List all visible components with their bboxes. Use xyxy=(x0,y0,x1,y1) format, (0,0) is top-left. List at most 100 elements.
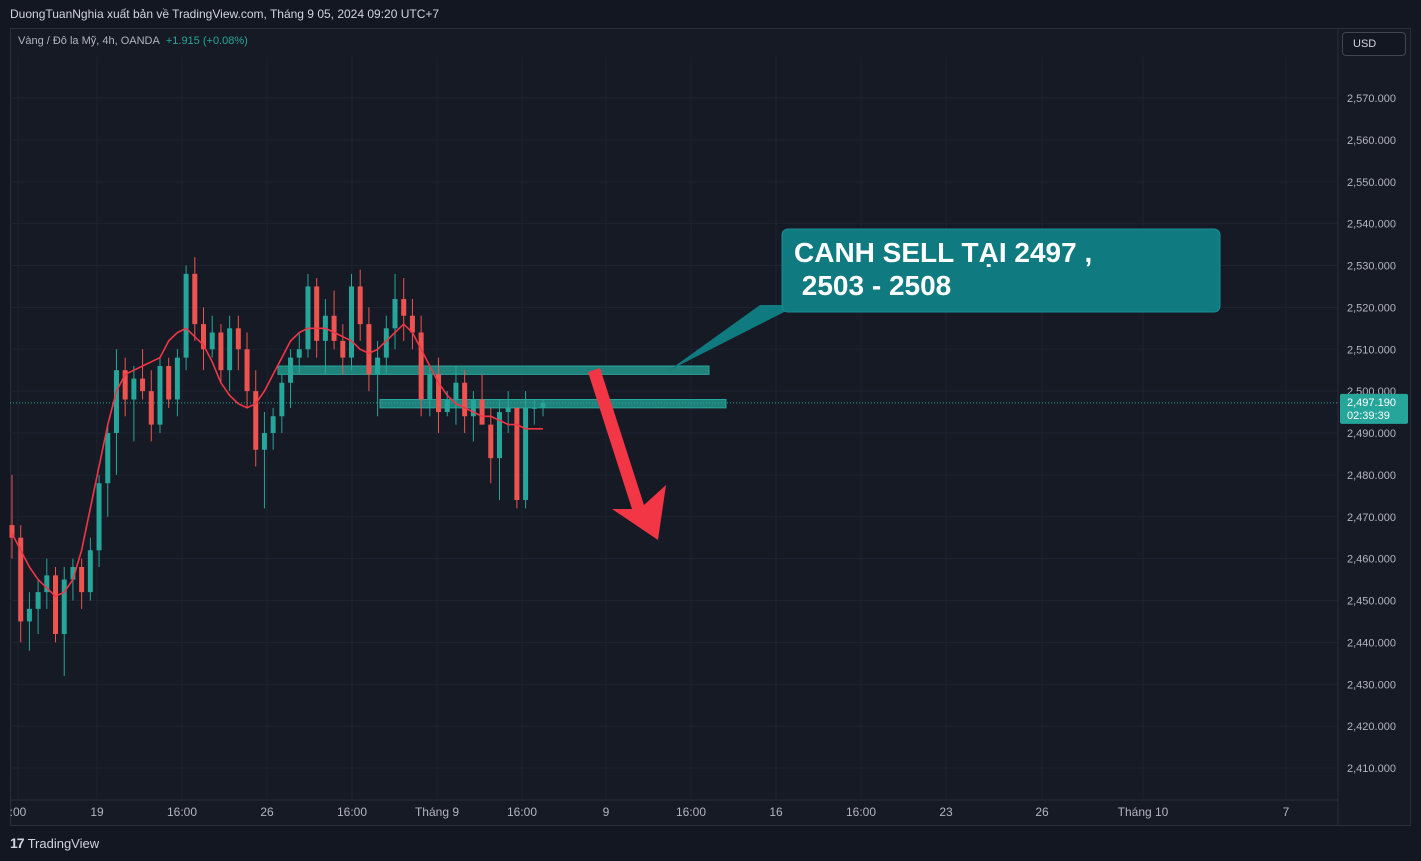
candle-body xyxy=(148,391,154,425)
last-price-value: 2,497.190 xyxy=(1347,397,1396,409)
chart-frame[interactable] xyxy=(10,28,1411,826)
time-tick-label: 16:00 xyxy=(507,805,537,819)
price-tick-label: 2,520.000 xyxy=(1347,302,1396,314)
time-tick-label: :00 xyxy=(10,805,27,819)
currency-button[interactable]: USD xyxy=(1342,32,1406,56)
time-tick-label: 26 xyxy=(1035,805,1049,819)
candle-body xyxy=(305,286,311,350)
time-tick-label: Tháng 9 xyxy=(415,805,459,819)
time-tick-label: 16 xyxy=(769,805,783,819)
candle-body xyxy=(61,579,67,634)
candle-body xyxy=(9,525,15,538)
time-tick-label: 9 xyxy=(603,805,610,819)
candle-body xyxy=(53,575,59,634)
candle-body xyxy=(514,407,520,500)
time-tick-label: 7 xyxy=(1283,805,1290,819)
candle-body xyxy=(409,315,415,333)
candle-body xyxy=(209,332,215,350)
candle-body xyxy=(122,370,128,400)
candle-body xyxy=(418,332,424,400)
candle-body xyxy=(540,402,546,408)
tradingview-logo[interactable]: 17 TradingView xyxy=(10,835,99,851)
price-tick-label: 2,510.000 xyxy=(1347,344,1396,356)
candle-body xyxy=(166,366,172,400)
price-tick-label: 2,450.000 xyxy=(1347,596,1396,608)
candle-body xyxy=(44,575,50,593)
price-tick-label: 2,440.000 xyxy=(1347,637,1396,649)
last-price-label: 2,497.190 02:39:39 xyxy=(1340,393,1408,424)
candle-body xyxy=(288,357,294,383)
candle-body xyxy=(235,328,241,350)
candle-body xyxy=(87,550,93,593)
price-tick-label: 2,410.000 xyxy=(1347,763,1396,775)
candle-body xyxy=(453,382,459,400)
time-tick-label: 16:00 xyxy=(846,805,876,819)
candle-body xyxy=(201,324,207,350)
countdown-value: 02:39:39 xyxy=(1347,410,1390,422)
candle-body xyxy=(70,567,76,580)
price-tick-label: 2,460.000 xyxy=(1347,554,1396,566)
price-tick-label: 2,490.000 xyxy=(1347,428,1396,440)
price-tick-label: 2,540.000 xyxy=(1347,219,1396,231)
candle-body xyxy=(401,299,407,316)
candle-body xyxy=(314,286,320,341)
tradingview-logo-text: TradingView xyxy=(27,835,100,851)
candle-body xyxy=(470,399,476,417)
candle-body xyxy=(340,340,346,358)
candle-body xyxy=(261,433,267,450)
candle-body xyxy=(348,286,354,358)
candle-body xyxy=(131,378,137,400)
chart-grid xyxy=(10,57,1338,800)
candle-body xyxy=(253,391,259,450)
price-tick-label: 2,480.000 xyxy=(1347,470,1396,482)
candle-body xyxy=(523,407,529,500)
price-tick-label: 2,430.000 xyxy=(1347,679,1396,691)
candle-body xyxy=(436,374,442,413)
candle-body xyxy=(479,399,485,425)
candle-body xyxy=(444,399,450,413)
price-axis: 2,410.000 2,420.000 2,430.000 2,440.000 2,45… xyxy=(1337,28,1396,826)
candle-body xyxy=(270,416,276,433)
candle-body xyxy=(427,374,433,400)
callout-text-line2: 2503 - 2508 xyxy=(794,270,951,301)
candle-body xyxy=(505,407,511,413)
candle-body xyxy=(375,357,381,375)
candle-body xyxy=(96,483,102,551)
publisher-credit: DuongTuanNghia xuất bản về TradingView.c… xyxy=(10,7,440,21)
callout-text-line1: CANH SELL TẠI 2497 , xyxy=(794,237,1092,268)
callout-box xyxy=(781,228,1221,313)
price-tick-label: 2,570.000 xyxy=(1347,93,1396,105)
candle-body xyxy=(174,357,180,400)
price-tick-label: 2,560.000 xyxy=(1347,135,1396,147)
candlesticks xyxy=(9,257,546,676)
candle-body xyxy=(531,407,537,409)
price-change: +1.915 (+0.08%) xyxy=(165,35,248,47)
footer: 17 TradingView xyxy=(0,826,1421,861)
sell-callout[interactable]: CANH SELL TẠI 2497 , 2503 - 2508 xyxy=(668,228,1221,371)
candle-body xyxy=(244,349,250,392)
candle-body xyxy=(279,382,285,417)
candle-body xyxy=(157,366,163,425)
candle-body xyxy=(331,315,337,341)
candle-body xyxy=(496,412,502,459)
candle-body xyxy=(462,382,468,417)
candle-body xyxy=(366,324,372,375)
down-arrow-icon[interactable] xyxy=(588,368,666,540)
candle-body xyxy=(140,378,146,392)
price-tick-label: 2,550.000 xyxy=(1347,177,1396,189)
symbol-legend: Vàng / Đô la Mỹ, 4h, OANDA +1.915 (+0.08%… xyxy=(18,35,248,47)
candle-body xyxy=(183,273,189,358)
price-tick-label: 2,420.000 xyxy=(1347,721,1396,733)
time-axis: :00 19 16:00 26 16:00 Tháng 9 16:00 9 16:00 16 16:… xyxy=(10,799,1338,819)
candle-body xyxy=(392,299,398,329)
candle-body xyxy=(383,328,389,358)
price-zone xyxy=(277,365,710,375)
candle-body xyxy=(296,349,302,358)
price-zones xyxy=(277,365,727,409)
time-tick-label: 16:00 xyxy=(167,805,197,819)
candle-body xyxy=(192,273,198,325)
time-tick-label: 26 xyxy=(260,805,274,819)
candle-body xyxy=(79,567,85,593)
candle-body xyxy=(227,328,233,371)
